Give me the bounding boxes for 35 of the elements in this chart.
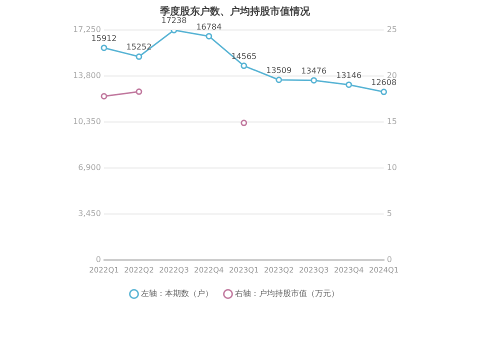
point (310, 77, 318, 84)
y2-tick-label: 10 (386, 163, 398, 172)
y2-tick-label: 5 (386, 209, 392, 218)
y-tick-label: 13,800 (72, 71, 101, 80)
y2-tick-label: 15 (386, 117, 398, 126)
data-label: 15252 (126, 42, 152, 52)
y-tick-label: 6,900 (78, 163, 101, 172)
y-tick-label: 3,450 (78, 209, 101, 218)
data-label: 17238 (161, 16, 187, 26)
point (136, 88, 142, 95)
data-label: 13476 (301, 66, 327, 76)
data-label: 16784 (196, 22, 222, 32)
y-tick-label: 10,350 (72, 117, 101, 126)
point (100, 92, 108, 100)
point (206, 32, 212, 40)
legend-label: 左轴：本期数（户） (141, 289, 213, 298)
point (380, 88, 388, 96)
point (240, 120, 248, 126)
y-tick-label: 0 (96, 255, 101, 264)
y2-tick-label: 0 (386, 255, 392, 264)
data-label: 12608 (371, 78, 397, 87)
legend-label: 右轴：户均持股市值（万元） (235, 289, 339, 298)
point (240, 62, 248, 70)
y2-tick-label: 20 (386, 71, 398, 80)
y2-tick-label: 25 (386, 25, 398, 34)
data-label: 15912 (91, 34, 117, 43)
point (346, 81, 352, 88)
y-tick-label: 17,250 (72, 25, 101, 34)
point (276, 76, 282, 84)
point (136, 53, 142, 60)
point (100, 44, 108, 52)
data-label: 13509 (266, 66, 292, 75)
data-label: 13146 (336, 70, 362, 80)
data-label: 14565 (231, 52, 257, 61)
chart-title: 季度股东户数、户均持股市值情况 (159, 6, 311, 18)
